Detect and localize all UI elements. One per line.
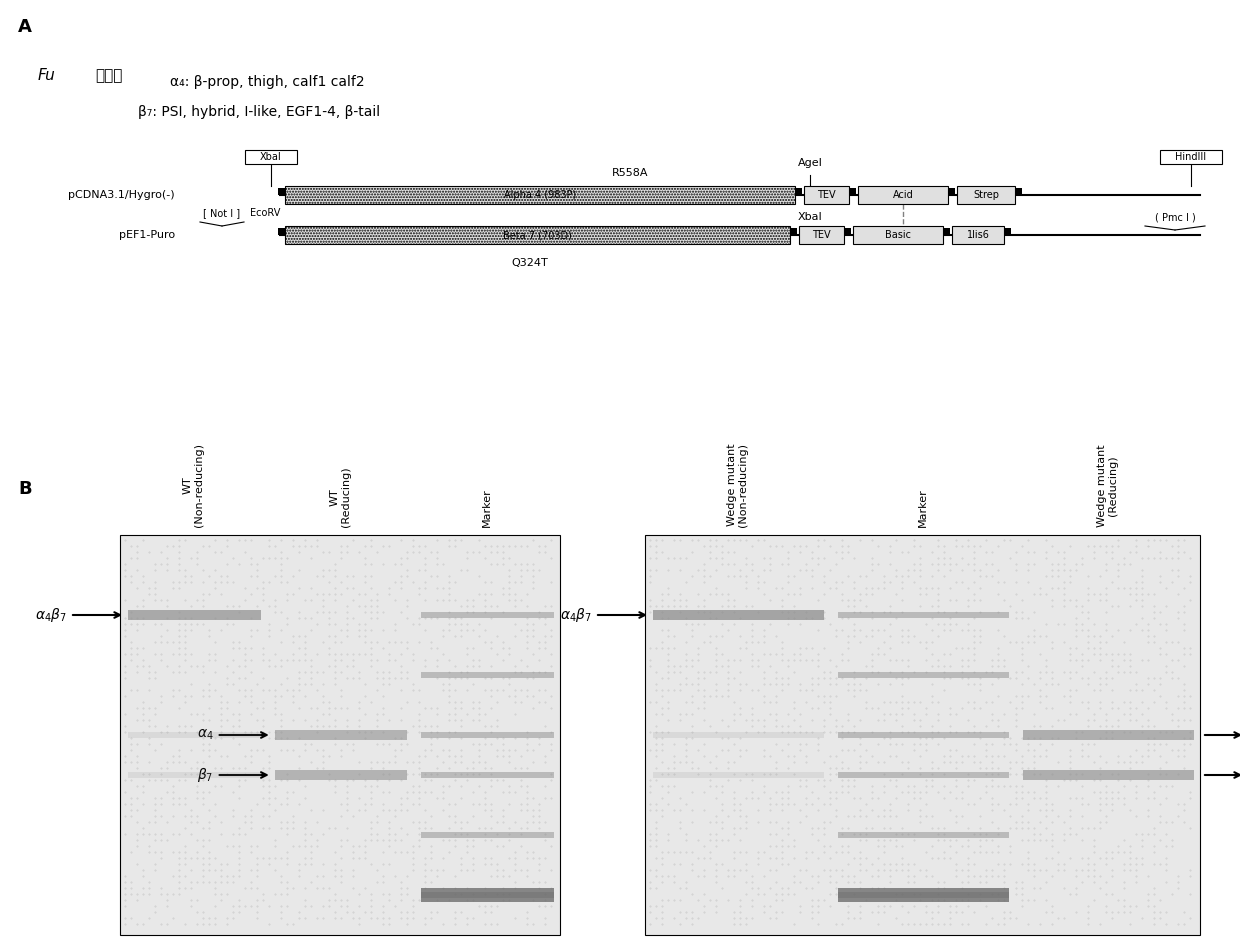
Text: Fu: Fu: [38, 68, 56, 83]
Bar: [1023, 770, 1194, 780]
Bar: [952, 226, 1004, 244]
Bar: [653, 610, 825, 620]
Text: AgeI: AgeI: [797, 158, 822, 168]
Text: Strep: Strep: [973, 190, 999, 200]
Bar: [1004, 228, 1011, 235]
Text: $\alpha_4\beta_7$: $\alpha_4\beta_7$: [560, 606, 591, 624]
Bar: [942, 228, 950, 235]
Bar: [422, 672, 554, 678]
Bar: [278, 188, 285, 195]
Bar: [838, 732, 1009, 738]
Bar: [653, 772, 825, 778]
Bar: [838, 892, 1009, 898]
Bar: [422, 888, 554, 902]
Bar: [275, 730, 407, 740]
Bar: [422, 732, 554, 738]
Text: R558A: R558A: [611, 168, 649, 178]
Text: WT
(Reducing): WT (Reducing): [329, 466, 351, 527]
Bar: [957, 186, 1016, 204]
Bar: [278, 228, 285, 235]
Bar: [858, 186, 949, 204]
Bar: [422, 832, 554, 838]
Text: Marker: Marker: [481, 488, 492, 527]
Text: α₄: β-prop, thigh, calf1 calf2: α₄: β-prop, thigh, calf1 calf2: [170, 75, 365, 89]
Text: $\beta_7$: $\beta_7$: [197, 766, 213, 784]
Bar: [838, 832, 1009, 838]
Text: 全长：: 全长：: [95, 68, 123, 83]
Bar: [949, 188, 955, 195]
Text: ( Pmc I ): ( Pmc I ): [1154, 212, 1195, 222]
Bar: [645, 535, 1200, 935]
Bar: [1016, 188, 1022, 195]
Bar: [844, 228, 851, 235]
Bar: [285, 186, 795, 204]
Bar: [1159, 150, 1221, 164]
Text: Beta 7 (703D): Beta 7 (703D): [503, 230, 572, 240]
Bar: [849, 188, 856, 195]
Bar: [799, 226, 844, 244]
Bar: [795, 188, 802, 195]
Text: A: A: [19, 18, 32, 36]
Text: B: B: [19, 480, 32, 498]
Bar: [838, 672, 1009, 678]
Text: Q324T: Q324T: [512, 258, 548, 268]
Bar: [128, 772, 260, 778]
Text: [ Not I ]: [ Not I ]: [203, 208, 241, 218]
Text: HindIII: HindIII: [1176, 152, 1207, 162]
Text: β₇: PSI, hybrid, I-like, EGF1-4, β-tail: β₇: PSI, hybrid, I-like, EGF1-4, β-tail: [138, 105, 381, 119]
Text: Marker: Marker: [918, 488, 928, 527]
Bar: [246, 150, 298, 164]
Bar: [128, 610, 260, 620]
Bar: [422, 892, 554, 898]
Text: Acid: Acid: [893, 190, 914, 200]
Bar: [422, 612, 554, 618]
Text: XbaI: XbaI: [797, 212, 822, 222]
Text: TEV: TEV: [812, 230, 831, 240]
Text: $\alpha_4$: $\alpha_4$: [197, 728, 213, 742]
Text: EcoRV: EcoRV: [250, 208, 280, 218]
Bar: [838, 612, 1009, 618]
Text: WT
(Non-reducing): WT (Non-reducing): [182, 443, 205, 527]
Bar: [804, 186, 849, 204]
Bar: [1023, 730, 1194, 740]
Bar: [838, 772, 1009, 778]
Text: 1lis6: 1lis6: [966, 230, 990, 240]
Bar: [285, 226, 790, 244]
Text: pEF1-Puro: pEF1-Puro: [119, 230, 175, 240]
Text: Wedge mutant
(Reducing): Wedge mutant (Reducing): [1096, 444, 1118, 527]
Bar: [853, 226, 942, 244]
Text: Wedge mutant
(Non-reducing): Wedge mutant (Non-reducing): [727, 443, 748, 527]
Text: XbaI: XbaI: [260, 152, 281, 162]
Text: Basic: Basic: [885, 230, 911, 240]
Bar: [838, 888, 1009, 902]
Bar: [120, 535, 560, 935]
Text: Alpha 4 (983P): Alpha 4 (983P): [503, 190, 577, 200]
Text: TEV: TEV: [817, 190, 836, 200]
Text: $\alpha_4\beta_7$: $\alpha_4\beta_7$: [35, 606, 67, 624]
Bar: [275, 770, 407, 780]
Bar: [128, 732, 260, 738]
Text: pCDNA3.1/Hygro(-): pCDNA3.1/Hygro(-): [68, 190, 175, 200]
Bar: [790, 228, 797, 235]
Bar: [653, 732, 825, 738]
Bar: [422, 772, 554, 778]
